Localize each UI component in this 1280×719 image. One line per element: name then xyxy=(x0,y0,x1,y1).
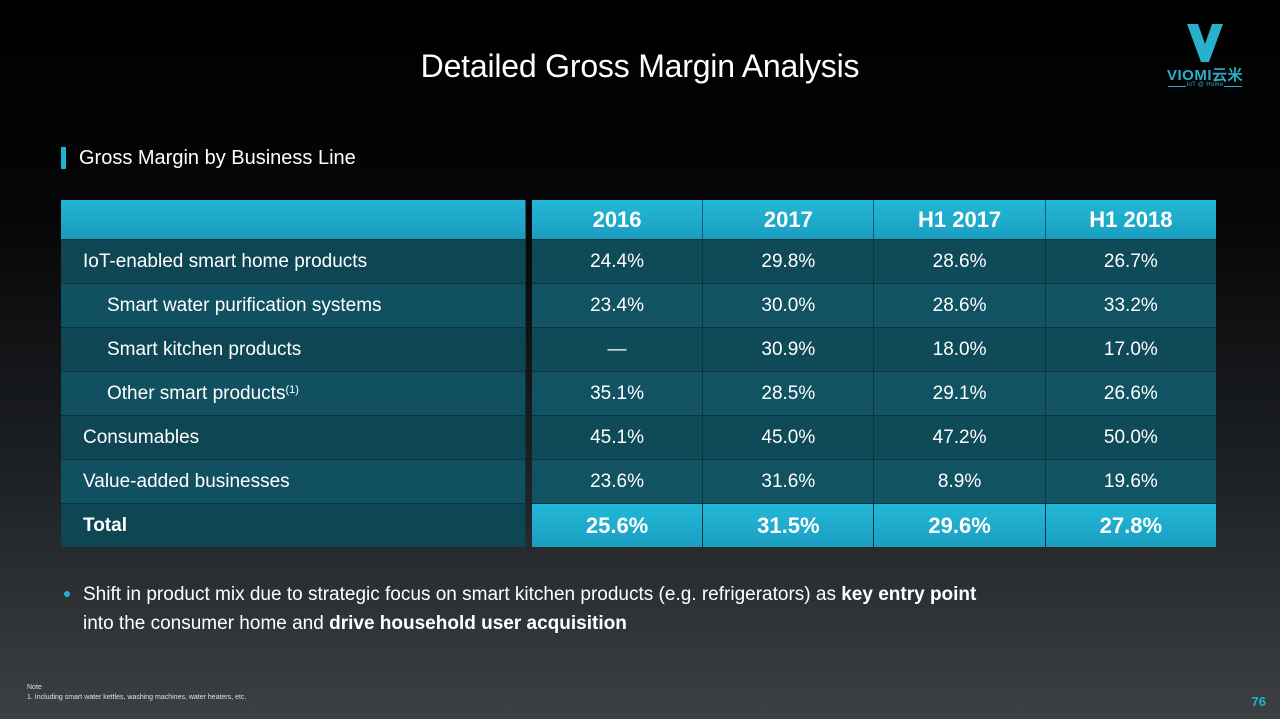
table-cell: — xyxy=(531,327,704,371)
logo-brand: VIOMI云米 xyxy=(1166,67,1243,84)
total-cell: 25.6% xyxy=(531,503,704,547)
table-row: IoT-enabled smart home products 24.4% 29… xyxy=(61,239,1216,283)
table-row: Smart kitchen products — 30.9% 18.0% 17.… xyxy=(61,327,1216,371)
table-cell: 30.9% xyxy=(703,327,875,371)
logo-divider xyxy=(1168,86,1186,87)
footnote-text: 1. Including smart water kettles, washin… xyxy=(27,694,247,701)
table-cell: 29.8% xyxy=(703,239,875,283)
footnote: Note 1. Including smart water kettles, w… xyxy=(27,683,246,703)
row-label: Consumables xyxy=(61,415,526,459)
table-cell: 29.1% xyxy=(874,371,1046,415)
table-cell: 24.4% xyxy=(531,239,704,283)
column-header: H1 2017 xyxy=(874,200,1046,239)
table-cell: 26.6% xyxy=(1045,371,1216,415)
bullet-point: Shift in product mix due to strategic fo… xyxy=(64,580,1183,638)
bullet-text: into the consumer home and xyxy=(83,613,330,634)
logo-tagline: IoT @ Home xyxy=(1186,82,1224,88)
table-header-blank xyxy=(61,200,526,239)
table-row: Value-added businesses 23.6% 31.6% 8.9% … xyxy=(61,459,1216,503)
page-number: 76 xyxy=(1251,694,1266,709)
table-cell: 30.0% xyxy=(703,283,875,327)
table-cell: 17.0% xyxy=(1045,327,1216,371)
table-cell: 19.6% xyxy=(1045,459,1216,503)
table-cell: 28.6% xyxy=(874,239,1046,283)
total-cell: 29.6% xyxy=(874,503,1046,547)
table-cell: 18.0% xyxy=(874,327,1046,371)
table-cell: 31.6% xyxy=(703,459,875,503)
row-label-text: Other smart products xyxy=(107,382,286,404)
total-cell: 27.8% xyxy=(1045,503,1216,547)
table-cell: 47.2% xyxy=(874,415,1046,459)
row-label: Smart kitchen products xyxy=(61,327,526,371)
row-label: Smart water purification systems xyxy=(61,283,526,327)
column-header: H1 2018 xyxy=(1045,200,1216,239)
bullet-text: Shift in product mix due to strategic fo… xyxy=(83,584,842,605)
footnote-heading: Note xyxy=(27,684,42,691)
column-header: 2016 xyxy=(531,200,704,239)
gross-margin-table: 2016 2017 H1 2017 H1 2018 IoT-enabled sm… xyxy=(61,200,1216,547)
table-cell: 45.1% xyxy=(531,415,704,459)
table-cell: 45.0% xyxy=(703,415,875,459)
section-heading: Gross Margin by Business Line xyxy=(61,147,356,169)
table-cell: 35.1% xyxy=(531,371,704,415)
column-header: 2017 xyxy=(703,200,875,239)
table-cell: 50.0% xyxy=(1045,415,1216,459)
row-label: Value-added businesses xyxy=(61,459,526,503)
table-header-row: 2016 2017 H1 2017 H1 2018 xyxy=(61,200,1216,239)
bullet-emphasis: key entry point xyxy=(841,584,977,605)
viomi-v-icon xyxy=(1187,24,1223,62)
bullet-emphasis: drive household user acquisition xyxy=(329,613,627,634)
slide-title: Detailed Gross Margin Analysis xyxy=(420,48,860,84)
viomi-logo: VIOMI云米 IoT @ Home xyxy=(1164,20,1246,92)
table-cell: 33.2% xyxy=(1045,283,1216,327)
table-cell: 28.5% xyxy=(703,371,875,415)
total-label: Total xyxy=(61,503,526,547)
footnote-marker: (1) xyxy=(285,383,299,396)
logo-divider xyxy=(1224,86,1242,87)
bullet-dot xyxy=(64,591,70,597)
table-row: Consumables 45.1% 45.0% 47.2% 50.0% xyxy=(61,415,1216,459)
section-heading-text: Gross Margin by Business Line xyxy=(79,147,356,169)
table-cell: 28.6% xyxy=(874,283,1046,327)
total-cell: 31.5% xyxy=(703,503,875,547)
section-accent-bar xyxy=(61,147,66,169)
table-row: Other smart products(1) 35.1% 28.5% 29.1… xyxy=(61,371,1216,415)
table-cell: 23.6% xyxy=(531,459,704,503)
table-total-row: Total 25.6% 31.5% 29.6% 27.8% xyxy=(61,503,1216,547)
table-row: Smart water purification systems 23.4% 3… xyxy=(61,283,1216,327)
row-label: IoT-enabled smart home products xyxy=(61,239,526,283)
table-cell: 26.7% xyxy=(1045,239,1216,283)
row-label: Other smart products(1) xyxy=(61,371,526,415)
table-cell: 23.4% xyxy=(531,283,704,327)
table-cell: 8.9% xyxy=(874,459,1046,503)
